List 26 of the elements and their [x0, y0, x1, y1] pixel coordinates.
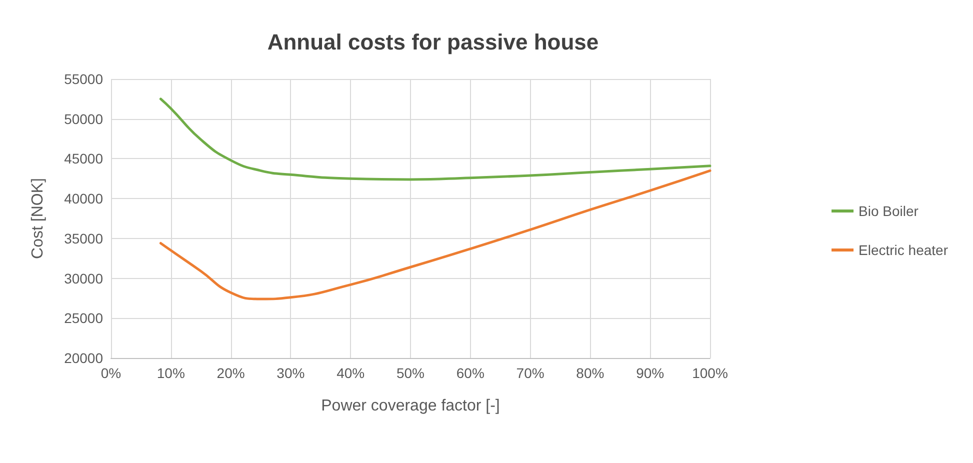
y-tick-label: 25000: [64, 310, 104, 326]
x-tick-label: 10%: [156, 365, 185, 381]
line-series: [159, 169, 712, 300]
x-tick-label: 100%: [692, 365, 728, 381]
x-tick-label: 0%: [100, 365, 122, 381]
x-tick-label: 90%: [636, 365, 664, 381]
legend-label: Electric heater: [858, 242, 948, 258]
line-series: [159, 98, 712, 181]
y-axis-title: Cost [NOK]: [30, 178, 46, 259]
x-tick-label: 20%: [216, 365, 245, 381]
y-tick-label: 20000: [64, 350, 104, 366]
y-tick-label: 55000: [64, 71, 104, 87]
x-tick-label: 70%: [516, 365, 544, 381]
x-tick-label: 40%: [336, 365, 365, 381]
chart-title: Annual costs for passive house: [267, 30, 599, 54]
x-tick-label: 80%: [576, 365, 604, 381]
legend-label: Bio Boiler: [858, 203, 919, 219]
y-tick-label: 30000: [64, 270, 104, 286]
x-axis-title: Power coverage factor [-]: [321, 398, 500, 414]
x-tick-label: 30%: [276, 365, 305, 381]
y-tick-label: 50000: [64, 110, 104, 127]
x-tick-label: 50%: [396, 365, 425, 381]
x-tick-label: 60%: [456, 365, 484, 381]
y-tick-label: 35000: [64, 230, 104, 246]
y-tick-label: 45000: [64, 150, 104, 167]
y-tick-label: 40000: [64, 190, 104, 207]
